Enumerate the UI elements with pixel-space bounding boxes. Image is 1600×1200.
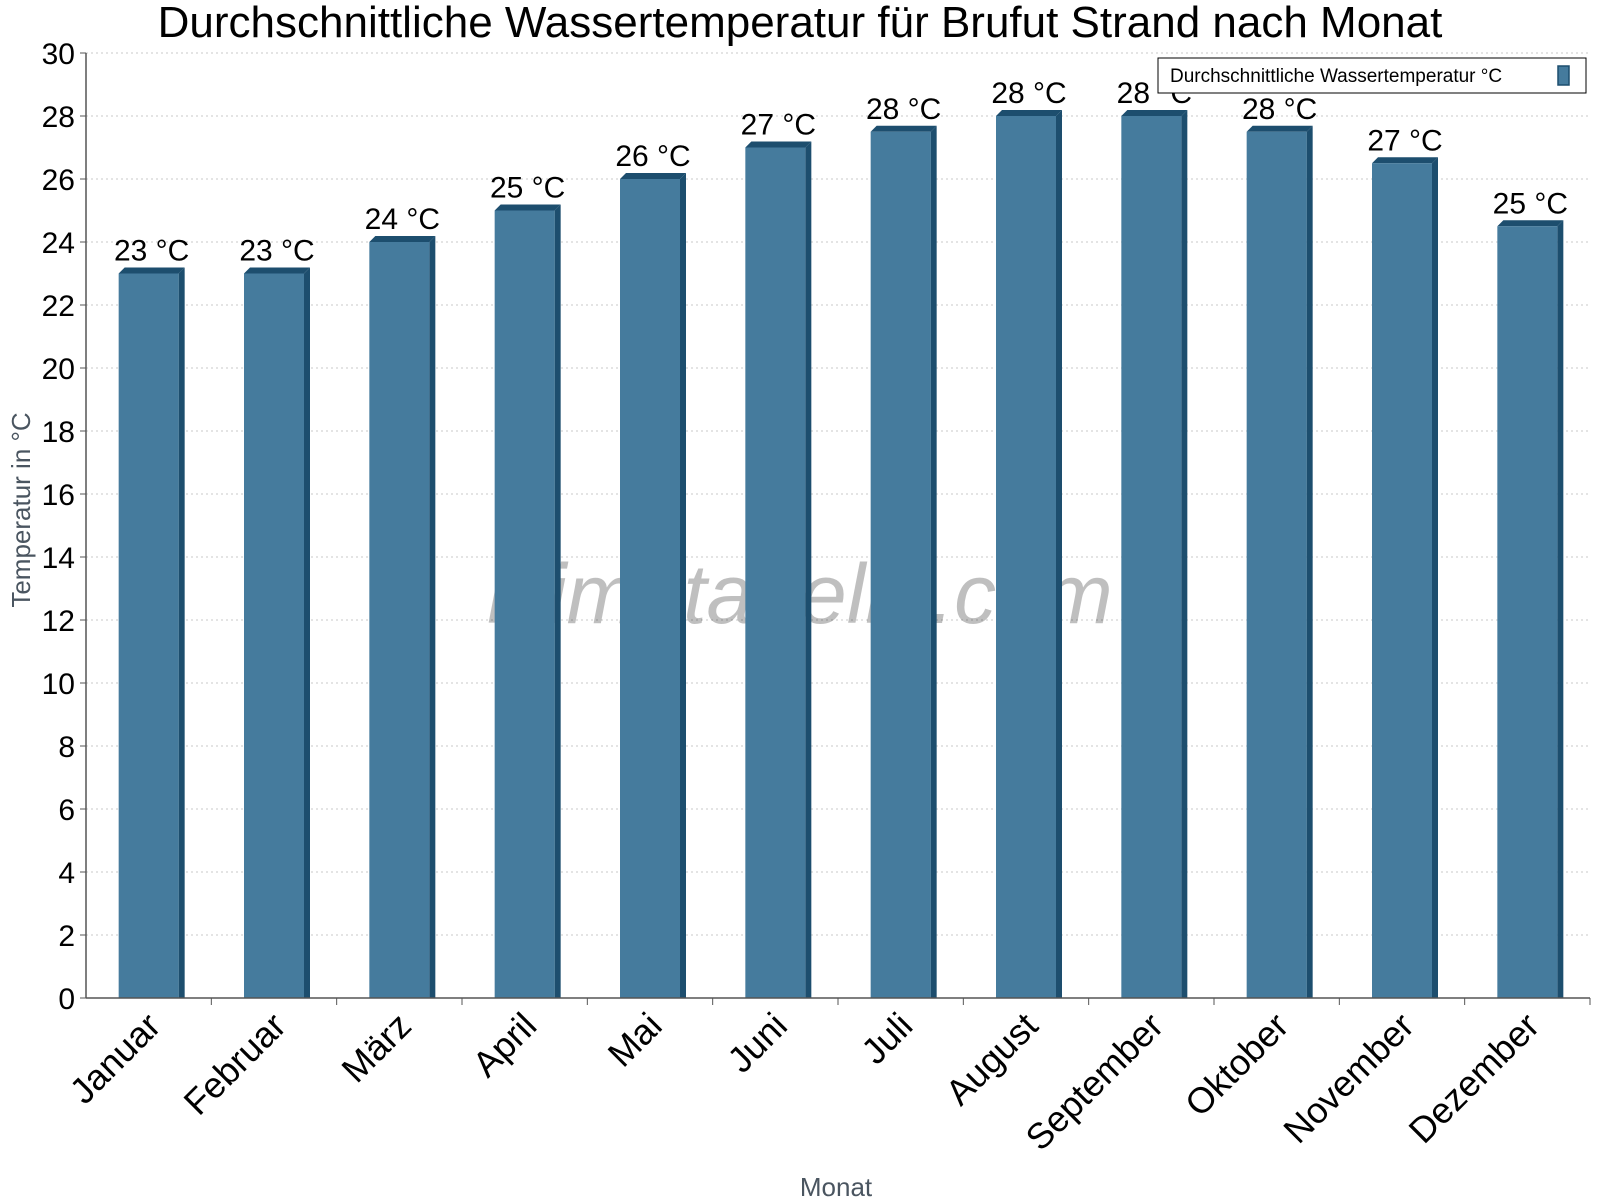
legend-label: Durchschnittliche Wassertemperatur °C — [1170, 66, 1502, 87]
y-tick-label: 14 — [42, 542, 75, 575]
bar-dezember — [1497, 220, 1564, 998]
grid-lines — [86, 52, 1590, 936]
bar-september — [1121, 110, 1188, 998]
x-tick-label: Januar — [61, 1005, 168, 1112]
bar-top — [1372, 157, 1438, 164]
y-tick-label: 12 — [42, 605, 75, 638]
y-tick-label: 26 — [42, 164, 75, 197]
y-tick-label: 20 — [42, 353, 75, 386]
bar-juni — [745, 141, 812, 998]
data-labels: 23 °C 23 °C 24 °C 25 °C 26 °C 27 °C 28 °C 28 °C… — [114, 77, 1568, 268]
bar-front — [1372, 163, 1432, 998]
bar-side — [1557, 220, 1564, 998]
bar-front — [244, 273, 304, 998]
y-axis-title: Temperatur in °C — [6, 412, 36, 607]
data-label: 23 °C — [239, 235, 314, 268]
bar-front — [870, 131, 931, 998]
data-label: 25 °C — [490, 172, 565, 205]
bar-april — [494, 204, 561, 998]
bar-side — [805, 141, 812, 998]
bar-side — [930, 125, 937, 998]
bar-juli — [870, 125, 937, 998]
bar-november — [1372, 157, 1438, 998]
bar-front — [1121, 116, 1182, 998]
y-tick-label: 28 — [42, 101, 75, 134]
x-tick-label: September — [1017, 1005, 1171, 1159]
y-tick-label: 22 — [42, 290, 75, 323]
bar-front — [369, 242, 430, 998]
y-tick-label: 10 — [42, 668, 75, 701]
x-tick-label: März — [333, 1005, 419, 1091]
y-tick-label: 2 — [58, 920, 75, 953]
data-label: 28 °C — [1242, 93, 1317, 126]
data-label: 25 °C — [1493, 187, 1568, 220]
bar-front — [118, 273, 179, 998]
bar-top — [118, 267, 185, 274]
bar-top — [996, 110, 1062, 116]
x-tick-label: November — [1275, 1005, 1421, 1151]
bar-side — [1181, 110, 1188, 998]
bar-side — [429, 236, 436, 998]
bar-januar — [118, 267, 185, 998]
bar-front — [1246, 131, 1307, 998]
data-label: 27 °C — [741, 109, 816, 142]
bar-front — [745, 147, 806, 998]
bar-märz — [369, 236, 436, 998]
x-tick-label: Juni — [719, 1005, 795, 1081]
bar-front — [996, 116, 1056, 998]
bar-februar — [244, 267, 310, 998]
bar-top — [620, 173, 686, 179]
bar-oktober — [1246, 125, 1313, 998]
y-tick-label: 16 — [42, 479, 75, 512]
y-tick-label: 18 — [42, 416, 75, 449]
bar-front — [620, 179, 680, 998]
bars — [118, 110, 1564, 998]
bar-top — [745, 141, 812, 148]
data-label: 24 °C — [365, 203, 440, 236]
bar-top — [1246, 125, 1313, 132]
bar-top — [1121, 110, 1188, 116]
data-label: 27 °C — [1367, 124, 1442, 157]
data-label: 28 °C — [991, 77, 1066, 110]
bar-side — [304, 267, 310, 998]
bar-top — [369, 236, 436, 242]
chart-title: Durchschnittliche Wassertemperatur für B… — [158, 0, 1443, 47]
data-label: 26 °C — [615, 140, 690, 173]
bar-side — [1432, 157, 1438, 998]
x-axis-title: Monat — [800, 1172, 873, 1200]
bar-side — [554, 204, 561, 998]
y-tick-label: 0 — [58, 983, 75, 1016]
bar-side — [178, 267, 185, 998]
bar-top — [870, 125, 937, 132]
legend: Durchschnittliche Wassertemperatur °C — [1157, 57, 1587, 94]
bar-top — [494, 204, 561, 211]
x-tick-label: Dezember — [1401, 1005, 1547, 1151]
bar-side — [1056, 110, 1062, 998]
bar-side — [680, 173, 686, 998]
x-tick-label: August — [937, 1005, 1045, 1113]
bar-mai — [620, 173, 686, 998]
bar-side — [1306, 125, 1313, 998]
data-label: 23 °C — [114, 235, 189, 268]
data-label: 28 °C — [866, 93, 941, 126]
bar-front — [1497, 226, 1558, 998]
bar-top — [1497, 220, 1564, 227]
x-tick-label: Februar — [176, 1005, 294, 1123]
y-tick-label: 4 — [58, 857, 75, 890]
y-tick-label: 30 — [42, 38, 75, 71]
x-tick-label: Juli — [853, 1005, 920, 1072]
bar-top — [244, 267, 310, 274]
legend-box — [1157, 57, 1587, 94]
bar-front — [494, 210, 555, 998]
x-tick-label: April — [464, 1005, 544, 1085]
y-tick-label: 6 — [58, 794, 75, 827]
y-tick-label: 24 — [42, 227, 75, 260]
x-tick-label: Mai — [600, 1005, 670, 1075]
y-tick-label: 8 — [58, 731, 75, 764]
legend-swatch — [1557, 65, 1570, 86]
x-tick-label: Oktober — [1177, 1005, 1297, 1125]
bar-august — [996, 110, 1062, 998]
